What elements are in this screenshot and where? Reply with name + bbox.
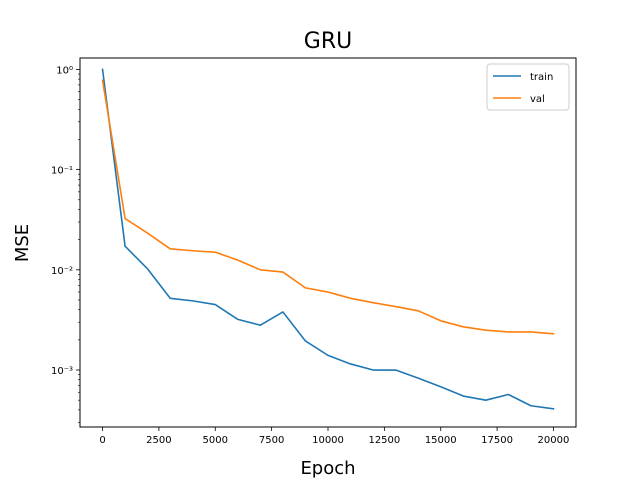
- chart-title: GRU: [304, 29, 352, 54]
- legend-label-val: val: [530, 94, 545, 105]
- y-axis-label: MSE: [12, 224, 33, 262]
- plot-frame: [79, 57, 577, 428]
- axis-ticks: 0 2500 5000 7500 10000 12500 15000 17500 20000 10…: [51, 65, 569, 446]
- series-layer: [101, 68, 555, 410]
- legend-box: [486, 63, 570, 111]
- x-tick-label: 15000: [425, 435, 457, 446]
- legend: train val: [486, 63, 570, 111]
- x-tick-label: 12500: [368, 435, 400, 446]
- x-tick-label: 20000: [538, 435, 570, 446]
- legend-label-train: train: [530, 72, 553, 83]
- x-tick-label: 5000: [203, 435, 228, 446]
- y-tick-label: 10⁻³: [51, 366, 73, 377]
- x-axis-label: Epoch: [300, 458, 355, 479]
- x-tick-label: 17500: [481, 435, 513, 446]
- series-line-train: [101, 68, 555, 410]
- series-line-val: [101, 79, 555, 335]
- x-tick-label: 10000: [312, 435, 344, 446]
- x-tick-label: 2500: [146, 435, 171, 446]
- y-tick-label: 10⁰: [56, 65, 73, 76]
- y-tick-label: 10⁻²: [51, 266, 73, 277]
- x-tick-label: 7500: [259, 435, 284, 446]
- y-tick-label: 10⁻¹: [51, 166, 73, 177]
- x-tick-label: 0: [99, 435, 105, 446]
